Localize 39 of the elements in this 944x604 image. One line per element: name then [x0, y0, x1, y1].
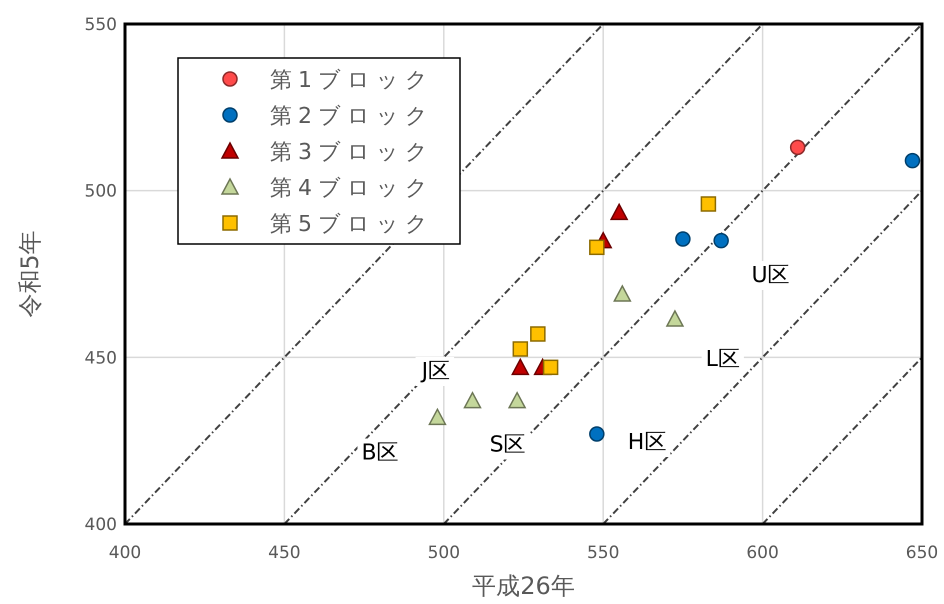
x-tick-label: 600 [746, 543, 779, 563]
x-tick-label: 650 [906, 543, 938, 563]
point [904, 152, 920, 168]
y-tick-label: 500 [84, 182, 117, 202]
y-tick-label: 550 [84, 15, 117, 35]
y-tick-label: 400 [84, 515, 117, 535]
x-tick-label: 500 [428, 543, 460, 563]
y-axis-title: 令和5年 [16, 230, 44, 318]
point [700, 196, 716, 212]
point [675, 231, 691, 247]
legend-label: 第2ブロック [270, 104, 434, 129]
legend-label: 第3ブロック [270, 140, 434, 165]
legend-label: 第4ブロック [270, 176, 434, 201]
annotation: H区 [628, 430, 666, 455]
point [713, 232, 729, 248]
annotation: L区 [706, 347, 740, 372]
annotation: J区 [420, 359, 450, 384]
point [464, 392, 482, 408]
annotation: S区 [490, 432, 526, 458]
point [589, 240, 605, 256]
x-tick-label: 450 [268, 543, 301, 563]
point [542, 360, 558, 376]
point [512, 341, 528, 357]
x-tick-label: 550 [586, 543, 620, 563]
point [614, 285, 632, 302]
point [610, 204, 628, 220]
annotation: B区 [361, 440, 399, 466]
point [512, 358, 530, 376]
legend-label: 第1ブロック [270, 68, 434, 93]
point [589, 426, 605, 442]
x-tick-label: 400 [108, 543, 142, 563]
point [666, 310, 684, 327]
x-axis-title: 平成26年 [472, 572, 575, 600]
legend-label: 第5ブロック [270, 212, 434, 237]
point [508, 392, 526, 408]
y-tick-label: 450 [84, 348, 117, 368]
point [428, 408, 446, 426]
point [530, 326, 546, 342]
annotation: U区 [752, 263, 790, 288]
